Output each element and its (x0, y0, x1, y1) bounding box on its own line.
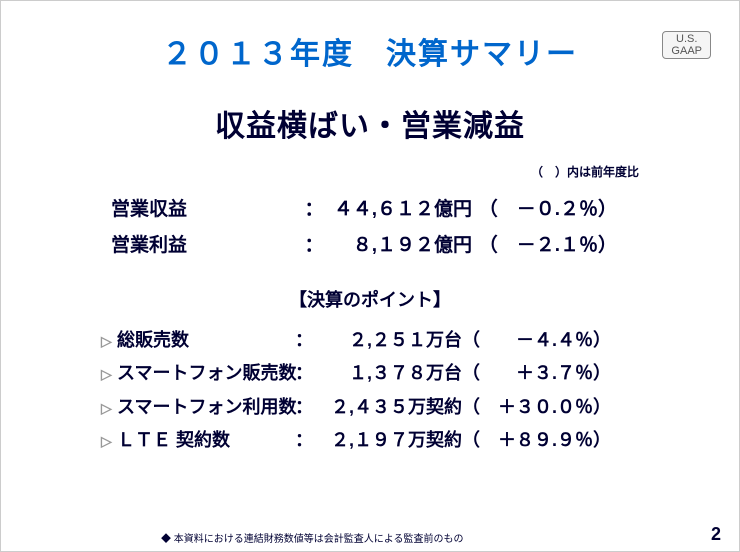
yoy: （ －０.２％） (472, 192, 617, 228)
yoy: （ ＋３０.０％） (462, 391, 607, 424)
yoy: （ ＋３.７％） (462, 357, 607, 390)
label: スマートフォン利用数 (117, 391, 291, 424)
point-row: ▷ ＬＴＥ 契約数 ： ２,１９７万契約 （ ＋８９.９％） (101, 424, 679, 457)
financial-row: 営業利益 ： ８,１９２億円 （ －２.１％） (111, 228, 659, 264)
point-row: ▷ スマートフォン販売数 ： １,３７８万台 （ ＋３.７％） (101, 357, 679, 390)
subheader: 【決算のポイント】 (1, 286, 739, 312)
bullet-icon: ▷ (101, 396, 117, 422)
point-row: ▷ 総販売数 ： ２,２５１万台 （ －４.４％） (101, 324, 679, 357)
colon: ： (301, 228, 327, 264)
page-number: 2 (711, 524, 721, 545)
financials-block: 営業収益 ： ４４,６１２億円 （ －０.２％） 営業利益 ： ８,１９２億円 … (1, 192, 739, 264)
value: １,３７８万台 (317, 357, 462, 390)
value: ２,１９７万契約 (317, 424, 462, 457)
yoy: （ －４.４％） (462, 324, 607, 357)
value: ４４,６１２億円 (327, 192, 472, 228)
colon: ： (291, 391, 317, 424)
gaap-badge: U.S. GAAP (662, 31, 711, 59)
label: 営業収益 (111, 192, 301, 228)
footer: ◆ 本資料における連結財務数値等は会計監査人による監査前のもの 2 (1, 524, 739, 545)
colon: ： (291, 424, 317, 457)
headline: 収益横ばい・営業減益 (1, 101, 739, 145)
colon: ： (291, 324, 317, 357)
yoy: （ －２.１％） (472, 228, 617, 264)
footnote: ◆ 本資料における連結財務数値等は会計監査人による監査前のもの (161, 530, 463, 545)
page-title: ２０１３年度 決算サマリー (1, 29, 739, 73)
gaap-line1: U.S. (671, 33, 702, 45)
colon: ： (301, 192, 327, 228)
point-row: ▷ スマートフォン利用数 ： ２,４３５万契約 （ ＋３０.０％） (101, 391, 679, 424)
note-yoy: （ ）内は前年度比 (1, 163, 739, 180)
gaap-line2: GAAP (671, 45, 702, 57)
label: スマートフォン販売数 (117, 357, 291, 390)
colon: ： (291, 357, 317, 390)
value: ２,４３５万契約 (317, 391, 462, 424)
bullet-icon: ▷ (101, 429, 117, 455)
label: 営業利益 (111, 228, 301, 264)
value: ２,２５１万台 (317, 324, 462, 357)
value: ８,１９２億円 (327, 228, 472, 264)
bullet-icon: ▷ (101, 329, 117, 355)
points-block: ▷ 総販売数 ： ２,２５１万台 （ －４.４％） ▷ スマートフォン販売数 ：… (1, 324, 739, 457)
bullet-icon: ▷ (101, 362, 117, 388)
label: 総販売数 (117, 324, 291, 357)
label: ＬＴＥ 契約数 (117, 424, 291, 457)
financial-row: 営業収益 ： ４４,６１２億円 （ －０.２％） (111, 192, 659, 228)
yoy: （ ＋８９.９％） (462, 424, 607, 457)
